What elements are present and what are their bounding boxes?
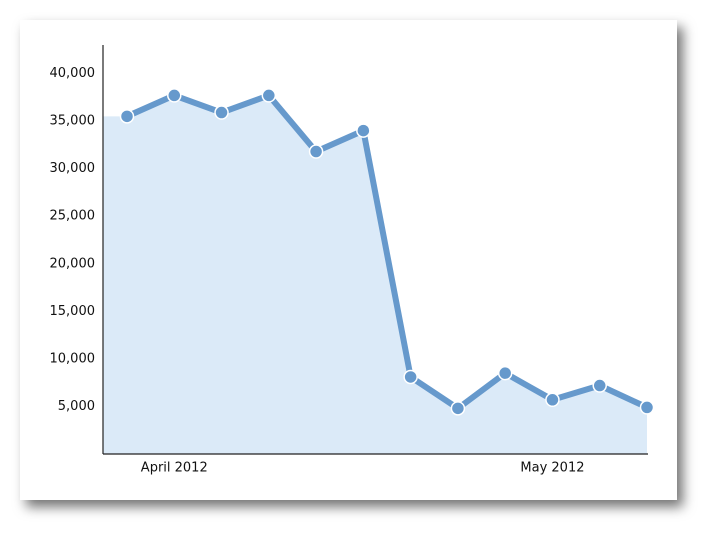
x-tick-label: April 2012: [141, 461, 208, 476]
point: [261, 88, 277, 103]
point: [356, 123, 371, 138]
plot-area: [103, 88, 655, 455]
point: [497, 365, 513, 381]
point: [592, 378, 607, 393]
line: [125, 92, 649, 412]
y-tick-label: 30,000: [50, 161, 96, 176]
y-tick-label: 15,000: [50, 304, 96, 319]
y-tick-label: 20,000: [50, 256, 96, 271]
point: [403, 369, 418, 385]
point: [450, 401, 466, 416]
y-tick-label: 25,000: [50, 209, 96, 224]
point: [167, 88, 182, 103]
y-tick-label: 35,000: [50, 114, 96, 129]
point: [639, 400, 655, 415]
point: [214, 105, 229, 120]
y-tick-label: 40,000: [50, 66, 96, 81]
point: [119, 109, 135, 124]
point: [308, 144, 324, 159]
x-tick-label: May 2012: [520, 461, 584, 476]
y-tick-label: 10,000: [50, 351, 96, 366]
point: [545, 392, 560, 408]
area: [103, 95, 647, 455]
y-tick-label: 5,000: [58, 399, 95, 414]
